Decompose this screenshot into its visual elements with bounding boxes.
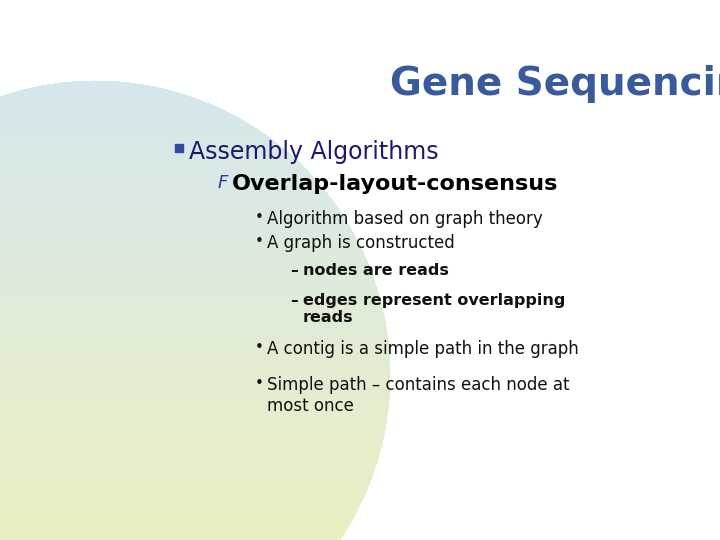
Text: •: • — [255, 234, 264, 249]
Text: –: – — [290, 263, 298, 278]
Text: –: – — [290, 293, 298, 308]
Text: •: • — [255, 210, 264, 225]
Text: edges represent overlapping
reads: edges represent overlapping reads — [303, 293, 565, 326]
Text: Overlap-layout-consensus: Overlap-layout-consensus — [232, 174, 559, 194]
Text: Assembly Algorithms: Assembly Algorithms — [189, 140, 438, 164]
Text: Algorithm based on graph theory: Algorithm based on graph theory — [267, 210, 543, 228]
Text: •: • — [255, 376, 264, 391]
Text: A contig is a simple path in the graph: A contig is a simple path in the graph — [267, 340, 579, 358]
Text: F: F — [218, 174, 228, 192]
Text: Gene Sequencing: Gene Sequencing — [390, 65, 720, 103]
Text: A graph is constructed: A graph is constructed — [267, 234, 455, 252]
Text: •: • — [255, 340, 264, 355]
Bar — [175, 144, 183, 152]
Text: nodes are reads: nodes are reads — [303, 263, 449, 278]
Text: Simple path – contains each node at
most once: Simple path – contains each node at most… — [267, 376, 570, 415]
